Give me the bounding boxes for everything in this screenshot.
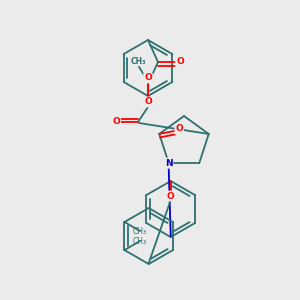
Text: O: O [176,58,184,67]
Text: O: O [144,74,152,82]
Text: O: O [144,98,152,106]
Text: N: N [165,158,172,167]
Text: O: O [112,118,120,127]
Text: CH₃: CH₃ [133,236,147,245]
Text: CH₃: CH₃ [130,56,146,65]
Text: CH₃: CH₃ [133,226,147,236]
Text: O: O [167,191,175,200]
Text: O: O [176,124,183,134]
